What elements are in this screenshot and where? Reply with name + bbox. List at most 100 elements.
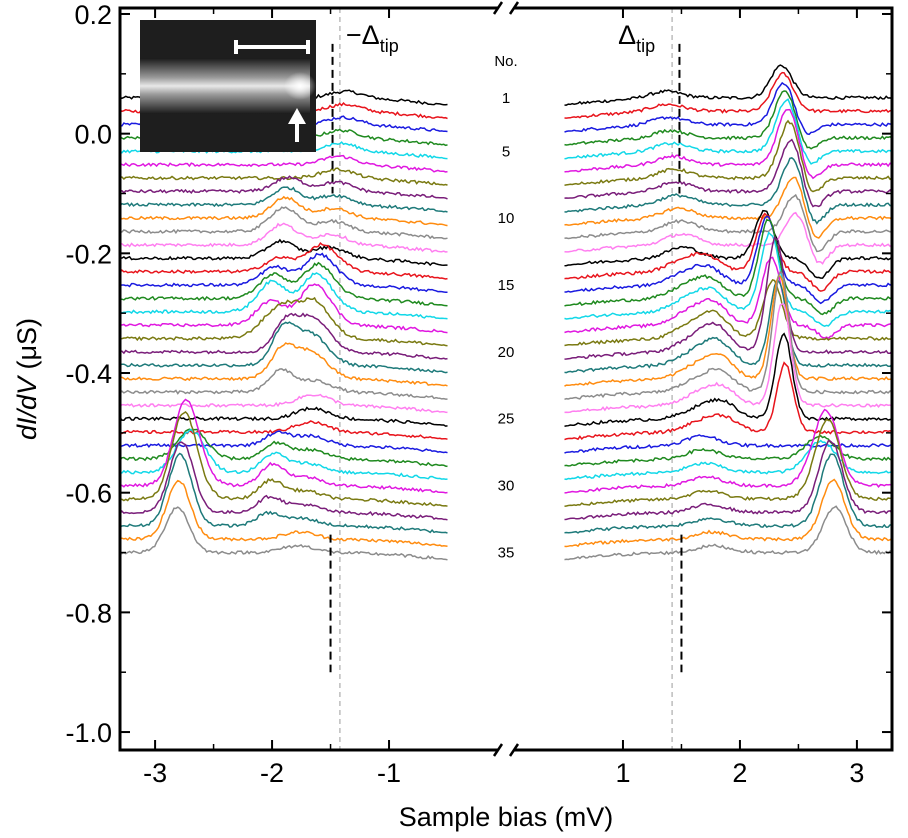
- spectrum-curve-17-pos: [564, 231, 893, 328]
- y-tick-label: 0.0: [74, 120, 112, 150]
- spectrum-curve-34-neg: [119, 479, 448, 547]
- spectrum-curve-28-neg: [119, 428, 448, 468]
- spectrum-curve-33-neg: [119, 452, 448, 534]
- y-tick-label: 0.2: [74, 0, 112, 30]
- spectrum-curve-3-pos: [564, 81, 893, 136]
- curve-number-label: 10: [498, 210, 515, 227]
- curve-number-label: 35: [498, 544, 515, 561]
- spectrum-curve-28-pos: [564, 434, 893, 467]
- x-tick-label: 2: [732, 758, 747, 788]
- spectrum-curve-24-pos: [564, 303, 893, 414]
- spectrum-curve-14-neg: [119, 241, 448, 280]
- spectrum-curve-9-neg: [119, 186, 448, 213]
- curve-number-label: 5: [502, 143, 510, 160]
- spectrum-curve-5-pos: [564, 98, 893, 165]
- spectrum-curve-34-pos: [564, 478, 893, 548]
- inset-chain-end: [284, 72, 316, 100]
- spectrum-curve-13-pos: [564, 209, 893, 279]
- y-tick-label: -0.8: [65, 598, 112, 628]
- spectrum-curve-11-pos: [564, 193, 893, 253]
- spectrum-curve-21-neg: [119, 321, 448, 374]
- spectrum-curve-27-pos: [564, 434, 893, 454]
- axis-break-gap: [449, 8, 563, 750]
- spectrum-curve-12-pos: [564, 211, 893, 265]
- spectrum-curve-2-pos: [564, 71, 893, 119]
- x-tick-label: 1: [615, 758, 630, 788]
- curve-number-label: 1: [502, 90, 510, 107]
- y-tick-label: -0.6: [65, 479, 112, 509]
- spectrum-curve-19-pos: [564, 279, 893, 347]
- spectrum-curve-25-pos: [564, 332, 893, 427]
- axis-break-slash: [492, 1, 504, 15]
- spectrum-curve-30-neg: [119, 398, 448, 494]
- x-tick-label: -3: [143, 758, 167, 788]
- spectrum-curve-20-pos: [564, 235, 893, 360]
- spectrum-curve-16-pos: [564, 218, 893, 316]
- y-tick-label: -0.2: [65, 239, 112, 269]
- spectrum-curve-7-neg: [119, 167, 448, 186]
- spectrum-curve-25-neg: [119, 406, 448, 427]
- spectrum-curve-32-pos: [564, 439, 893, 521]
- spectrum-curve-31-neg: [119, 411, 448, 507]
- pos-delta-tip-label: Δtip: [618, 20, 655, 56]
- y-axis-title-var: dI/dV: [12, 374, 42, 440]
- x-tick-label: 3: [849, 758, 864, 788]
- spectrum-curve-23-pos: [564, 270, 893, 401]
- spectrum-curve-35-neg: [119, 506, 448, 561]
- spectrum-curve-6-pos: [564, 108, 893, 180]
- spectrum-curve-23-neg: [119, 368, 448, 400]
- spectrum-curve-11-neg: [119, 206, 448, 240]
- spectrum-curve-20-neg: [119, 312, 448, 360]
- spectrum-curve-8-neg: [119, 175, 448, 200]
- neg-delta-tip-label: −Δtip: [346, 20, 399, 56]
- spectrum-curve-22-neg: [119, 342, 448, 387]
- curve-number-header: No.: [494, 53, 517, 70]
- x-tick-label: -2: [260, 758, 284, 788]
- spectrum-curve-9-pos: [564, 156, 893, 225]
- spectrum-curve-15-pos: [564, 215, 893, 305]
- x-tick-label: -1: [377, 758, 401, 788]
- inset-scale-bar: [234, 40, 310, 54]
- spectrum-curve-32-neg: [119, 441, 448, 521]
- spectrum-curve-19-neg: [119, 296, 448, 347]
- spectrum-curve-30-pos: [564, 408, 893, 494]
- spectrum-curve-10-pos: [564, 176, 893, 239]
- spectrum-curve-35-pos: [564, 505, 893, 561]
- axis-break-gap-frame: [498, 747, 514, 753]
- spectrum-curve-26-pos: [564, 361, 893, 441]
- curve-number-label: 20: [498, 344, 515, 361]
- spectrum-curve-22-pos: [564, 275, 893, 387]
- axis-break-slash: [508, 1, 520, 15]
- spectrum-curve-16-neg: [119, 261, 448, 307]
- inset-chain: [140, 58, 310, 114]
- spectrum-curve-21-pos: [564, 280, 893, 374]
- y-axis-title-unit: (μS): [12, 318, 42, 377]
- curve-number-label: 25: [498, 411, 515, 428]
- y-tick-label: -0.4: [65, 359, 112, 389]
- spectrum-curve-10-neg: [119, 195, 448, 227]
- x-axis-title: Sample bias (mV): [399, 802, 614, 832]
- y-tick-label: -1.0: [65, 718, 112, 748]
- inset-arrow: [288, 108, 306, 142]
- stm-topograph-inset: [140, 20, 316, 152]
- spectrum-curve-33-pos: [564, 453, 893, 534]
- spectrum-curve-4-pos: [564, 90, 893, 150]
- spectrum-curve-13-neg: [119, 238, 448, 267]
- y-axis-title: dI/dV (μS): [12, 318, 42, 440]
- curve-number-label: 15: [498, 277, 515, 294]
- spectrum-curve-7-pos: [564, 119, 893, 193]
- spectrum-curve-24-neg: [119, 393, 448, 414]
- spectrum-curve-18-pos: [564, 256, 893, 340]
- spectrum-curve-6-neg: [119, 154, 448, 173]
- curve-number-label: 30: [498, 478, 515, 495]
- spectrum-curve-31-pos: [564, 418, 893, 507]
- axis-break-gap-frame: [498, 5, 514, 11]
- spectrum-curve-12-neg: [119, 222, 448, 253]
- spectrum-curve-17-neg: [119, 272, 448, 320]
- spectrum-curve-29-neg: [119, 428, 448, 480]
- spectrum-curve-15-neg: [119, 252, 448, 294]
- spectrum-curve-18-neg: [119, 283, 448, 334]
- spectrum-curve-8-pos: [564, 138, 893, 208]
- axis-break-slash: [508, 743, 520, 757]
